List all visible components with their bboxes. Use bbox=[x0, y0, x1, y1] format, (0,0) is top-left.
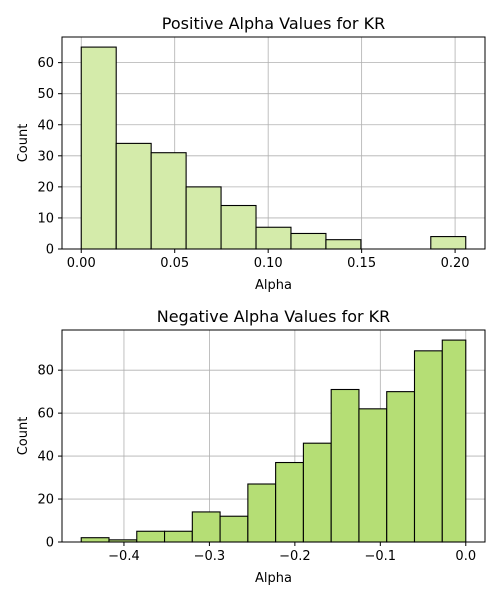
y-tick-label: 20 bbox=[37, 180, 54, 195]
y-tick-label: 40 bbox=[37, 118, 54, 133]
y-tick-label: 50 bbox=[37, 87, 54, 102]
histogram-bar bbox=[219, 515, 249, 543]
y-tick-label: 60 bbox=[37, 56, 54, 71]
x-tick-label: 0.00 bbox=[67, 256, 96, 271]
y-tick-label: 0 bbox=[46, 536, 54, 551]
histogram-bar bbox=[413, 350, 443, 543]
y-tick-label: 60 bbox=[37, 407, 54, 422]
chart-title: Negative Alpha Values for KR bbox=[157, 307, 391, 326]
histogram-bar bbox=[358, 408, 388, 543]
y-tick-label: 30 bbox=[37, 149, 54, 164]
chart-title: Positive Alpha Values for KR bbox=[162, 14, 385, 33]
x-tick-label: 0.10 bbox=[254, 256, 283, 271]
histogram-bar bbox=[290, 232, 327, 250]
y-tick-label: 10 bbox=[37, 211, 54, 226]
axes-frame bbox=[61, 36, 486, 250]
negative-alpha-histogram: −0.4 −0.3 −0.2 −0.1 0.0 0 20 40 60 80 Negative Alp… bbox=[16, 307, 486, 586]
axes-frame bbox=[61, 329, 486, 543]
histogram-bar bbox=[150, 152, 187, 250]
y-axis-label: Count bbox=[16, 417, 31, 456]
positive-alpha-histogram: 0.00 0.05 0.10 0.15 0.20 0 10 20 30 40 50 60 Positiv… bbox=[16, 14, 486, 293]
x-tick-label: 0.20 bbox=[441, 256, 470, 271]
x-tick-label: −0.2 bbox=[279, 549, 311, 564]
histogram-bar bbox=[441, 339, 467, 543]
histogram-bar bbox=[185, 186, 222, 250]
x-tick-label: −0.3 bbox=[194, 549, 226, 564]
histogram-bar bbox=[163, 530, 193, 543]
x-axis-ticks: −0.4 −0.3 −0.2 −0.1 0.0 bbox=[108, 542, 476, 564]
histogram-bar bbox=[247, 483, 277, 543]
histogram-bar bbox=[80, 537, 110, 543]
x-tick-label: 0.15 bbox=[347, 256, 376, 271]
histogram-bar bbox=[275, 461, 304, 543]
histogram-bar bbox=[191, 511, 221, 543]
histogram-bar bbox=[255, 226, 292, 250]
x-tick-label: −0.4 bbox=[108, 549, 140, 564]
x-tick-label: 0.05 bbox=[160, 256, 189, 271]
histogram-bar bbox=[115, 142, 152, 250]
y-axis-label: Count bbox=[16, 124, 31, 163]
histogram-bar bbox=[386, 391, 416, 543]
x-axis-ticks: 0.00 0.05 0.10 0.15 0.20 bbox=[67, 249, 470, 271]
y-tick-label: 0 bbox=[46, 243, 54, 258]
y-axis-ticks: 0 20 40 60 80 bbox=[37, 364, 62, 551]
x-axis-label: Alpha bbox=[255, 278, 292, 293]
histogram-bar bbox=[136, 530, 166, 543]
histogram-bar bbox=[330, 388, 360, 543]
y-axis-ticks: 0 10 20 30 40 50 60 bbox=[37, 56, 62, 258]
y-tick-label: 80 bbox=[37, 364, 54, 379]
x-tick-label: 0.0 bbox=[455, 549, 476, 564]
bars bbox=[80, 46, 467, 250]
bars bbox=[80, 339, 467, 543]
y-tick-label: 20 bbox=[37, 493, 54, 508]
y-tick-label: 40 bbox=[37, 450, 54, 465]
histogram-bar bbox=[430, 236, 467, 250]
histogram-bar bbox=[302, 442, 332, 543]
histogram-bar bbox=[80, 46, 117, 250]
x-tick-label: −0.1 bbox=[365, 549, 397, 564]
x-axis-label: Alpha bbox=[255, 571, 292, 586]
histogram-bar bbox=[325, 239, 362, 250]
histogram-bar bbox=[220, 204, 257, 250]
